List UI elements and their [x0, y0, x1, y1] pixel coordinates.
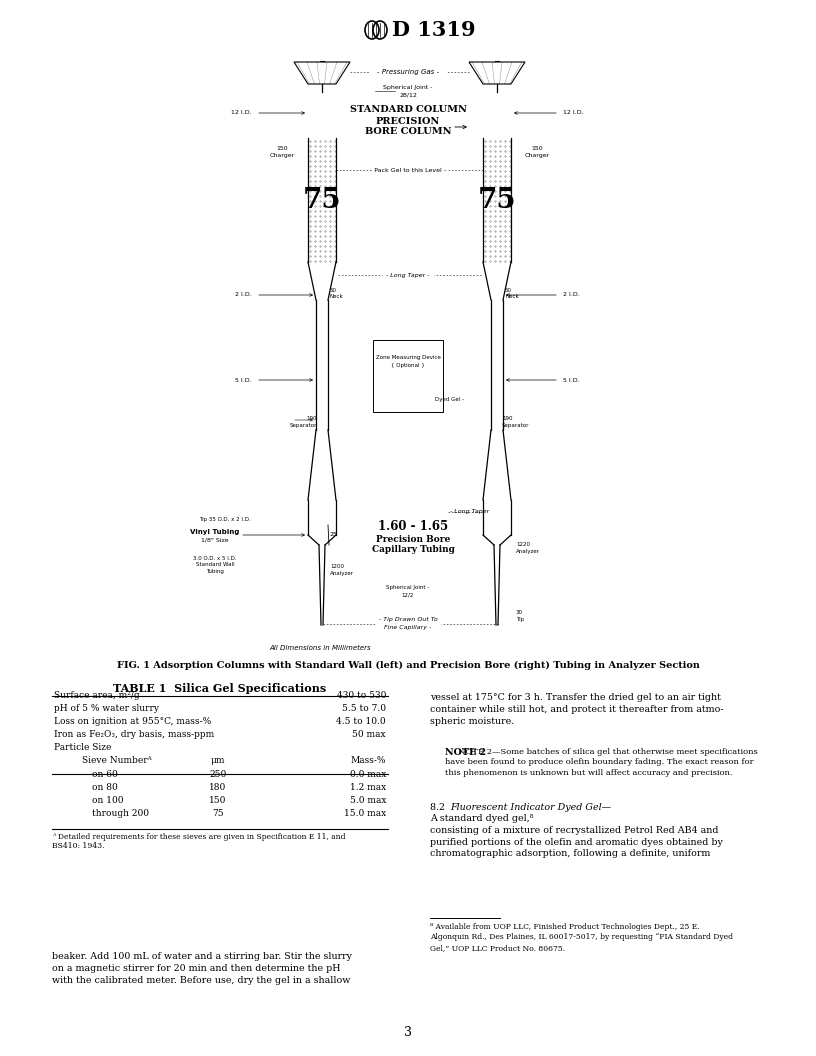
- Text: NOTE 2—Some batches of silica gel that otherwise meet specifications
have been f: NOTE 2—Some batches of silica gel that o…: [445, 748, 758, 777]
- Text: 190: 190: [502, 415, 512, 420]
- Text: 50: 50: [505, 287, 512, 293]
- Text: 0.0 max: 0.0 max: [349, 770, 386, 779]
- Text: 5.5 to 7.0: 5.5 to 7.0: [342, 704, 386, 713]
- Text: - Pack Gel to this Level -: - Pack Gel to this Level -: [370, 168, 446, 172]
- Text: 250: 250: [210, 770, 227, 779]
- Text: on 100: on 100: [92, 796, 123, 805]
- Text: - Long Taper: - Long Taper: [450, 509, 490, 514]
- Text: A standard dyed gel,⁸
consisting of a mixture of recrystallized Petrol Red AB4 a: A standard dyed gel,⁸ consisting of a mi…: [430, 814, 723, 859]
- Text: 30: 30: [516, 609, 523, 615]
- Text: FIG. 1 Adsorption Columns with Standard Wall (left) and Precision Bore (right) T: FIG. 1 Adsorption Columns with Standard …: [117, 660, 699, 670]
- Text: 12/2: 12/2: [401, 592, 415, 598]
- Text: Charger: Charger: [525, 152, 550, 157]
- Text: TABLE 1  Silica Gel Specifications: TABLE 1 Silica Gel Specifications: [113, 683, 326, 694]
- Text: Surface area, m²/g: Surface area, m²/g: [54, 691, 140, 700]
- Text: Tip: Tip: [516, 617, 524, 622]
- Text: Fluorescent Indicator Dyed Gel—: Fluorescent Indicator Dyed Gel—: [450, 803, 611, 812]
- Text: 12 I.D.: 12 I.D.: [563, 111, 583, 115]
- Text: μm: μm: [211, 756, 225, 765]
- Text: vessel at 175°C for 3 h. Transfer the dried gel to an air tight
container while : vessel at 175°C for 3 h. Transfer the dr…: [430, 693, 724, 725]
- Text: through 200: through 200: [92, 809, 149, 818]
- Polygon shape: [294, 62, 350, 84]
- Text: 28/12: 28/12: [399, 93, 417, 97]
- Text: Analyzer: Analyzer: [516, 549, 540, 554]
- Text: 150: 150: [276, 146, 288, 151]
- Text: Tip 35 O.D. x 2 I.D.: Tip 35 O.D. x 2 I.D.: [199, 516, 251, 522]
- Bar: [373, 340, 443, 412]
- Text: beaker. Add 100 mL of water and a stirring bar. Stir the slurry
on a magnetic st: beaker. Add 100 mL of water and a stirri…: [52, 953, 352, 984]
- Text: Neck: Neck: [330, 295, 344, 300]
- Text: pH of 5 % water slurry: pH of 5 % water slurry: [54, 704, 159, 713]
- Text: 8.2: 8.2: [430, 803, 451, 812]
- Text: Spherical Joint -: Spherical Joint -: [384, 86, 432, 91]
- Text: 3: 3: [404, 1025, 412, 1038]
- Text: ᴬ Detailed requirements for these sieves are given in Specification E 11, and
BS: ᴬ Detailed requirements for these sieves…: [52, 833, 345, 850]
- Text: 1/8" Size: 1/8" Size: [202, 538, 228, 543]
- Text: 50 max: 50 max: [353, 730, 386, 739]
- Text: Separator: Separator: [502, 422, 530, 428]
- Text: 75: 75: [303, 187, 341, 213]
- Text: Fine Capillary -: Fine Capillary -: [384, 625, 432, 630]
- Text: 2 I.D.: 2 I.D.: [235, 293, 252, 298]
- Text: Vinyl Tubing: Vinyl Tubing: [190, 529, 240, 535]
- Text: Loss on ignition at 955°C, mass-%: Loss on ignition at 955°C, mass-%: [54, 717, 211, 727]
- Text: 5 I.D.: 5 I.D.: [563, 377, 579, 382]
- Text: Neck: Neck: [505, 295, 519, 300]
- Text: 75: 75: [477, 187, 517, 213]
- Text: PRECISION: PRECISION: [376, 117, 440, 127]
- Text: Precision Bore: Precision Bore: [376, 535, 450, 545]
- Text: Iron as Fe₂O₃, dry basis, mass-ppm: Iron as Fe₂O₃, dry basis, mass-ppm: [54, 730, 215, 739]
- Text: Dyed Gel -: Dyed Gel -: [435, 397, 464, 402]
- Text: D 1319: D 1319: [392, 20, 476, 40]
- Text: Charger: Charger: [269, 152, 295, 157]
- Text: Particle Size: Particle Size: [54, 743, 111, 752]
- Polygon shape: [469, 62, 525, 84]
- Text: - Tip Drawn Out To: - Tip Drawn Out To: [379, 618, 437, 622]
- Text: 4.5 to 10.0: 4.5 to 10.0: [336, 717, 386, 727]
- Text: Separator: Separator: [290, 422, 317, 428]
- Text: 5.0 max: 5.0 max: [349, 796, 386, 805]
- Text: Sieve Numberᴬ: Sieve Numberᴬ: [82, 756, 152, 765]
- Text: 430 to 530: 430 to 530: [337, 691, 386, 700]
- Text: 150: 150: [210, 796, 227, 805]
- Text: - Long Taper -: - Long Taper -: [386, 272, 430, 278]
- Text: Mass-%: Mass-%: [351, 756, 386, 765]
- Text: 12 I.D.: 12 I.D.: [232, 111, 252, 115]
- Text: ⁸ Available from UOP LLC, Finished Product Technologies Dept., 25 E.
Algonquin R: ⁸ Available from UOP LLC, Finished Produ…: [430, 923, 733, 951]
- Text: 25: 25: [330, 532, 338, 538]
- Text: 1200: 1200: [330, 565, 344, 569]
- Text: Zone Measuring Device: Zone Measuring Device: [375, 355, 441, 359]
- Text: All Dimensions in Millimeters: All Dimensions in Millimeters: [269, 645, 370, 650]
- Text: 15.0 max: 15.0 max: [344, 809, 386, 818]
- Text: 5 I.D.: 5 I.D.: [235, 377, 252, 382]
- Text: STANDARD COLUMN: STANDARD COLUMN: [349, 106, 467, 114]
- Text: Capillary Tubing: Capillary Tubing: [371, 546, 455, 554]
- Text: 3.0 O.D. x 5 I.D.: 3.0 O.D. x 5 I.D.: [193, 555, 237, 561]
- Text: 1220: 1220: [516, 543, 530, 547]
- Text: 50: 50: [330, 287, 337, 293]
- Text: Spherical Joint -: Spherical Joint -: [386, 585, 430, 590]
- Text: BORE COLUMN: BORE COLUMN: [365, 127, 451, 135]
- Text: NOTE 2: NOTE 2: [445, 748, 486, 757]
- Text: 1.60 - 1.65: 1.60 - 1.65: [378, 521, 448, 533]
- Text: 75: 75: [212, 809, 224, 818]
- Text: Standard Wall: Standard Wall: [196, 563, 234, 567]
- Text: { Optional }: { Optional }: [391, 362, 425, 367]
- Text: 150: 150: [531, 146, 543, 151]
- Text: on 80: on 80: [92, 782, 118, 792]
- Text: 190: 190: [307, 415, 317, 420]
- Text: 180: 180: [210, 782, 227, 792]
- Text: 1.2 max: 1.2 max: [350, 782, 386, 792]
- Text: - Pressuring Gas -: - Pressuring Gas -: [377, 69, 439, 75]
- Text: 2 I.D.: 2 I.D.: [563, 293, 579, 298]
- Text: Analyzer: Analyzer: [330, 571, 354, 577]
- Text: Tubing: Tubing: [206, 569, 224, 574]
- Text: on 60: on 60: [92, 770, 118, 779]
